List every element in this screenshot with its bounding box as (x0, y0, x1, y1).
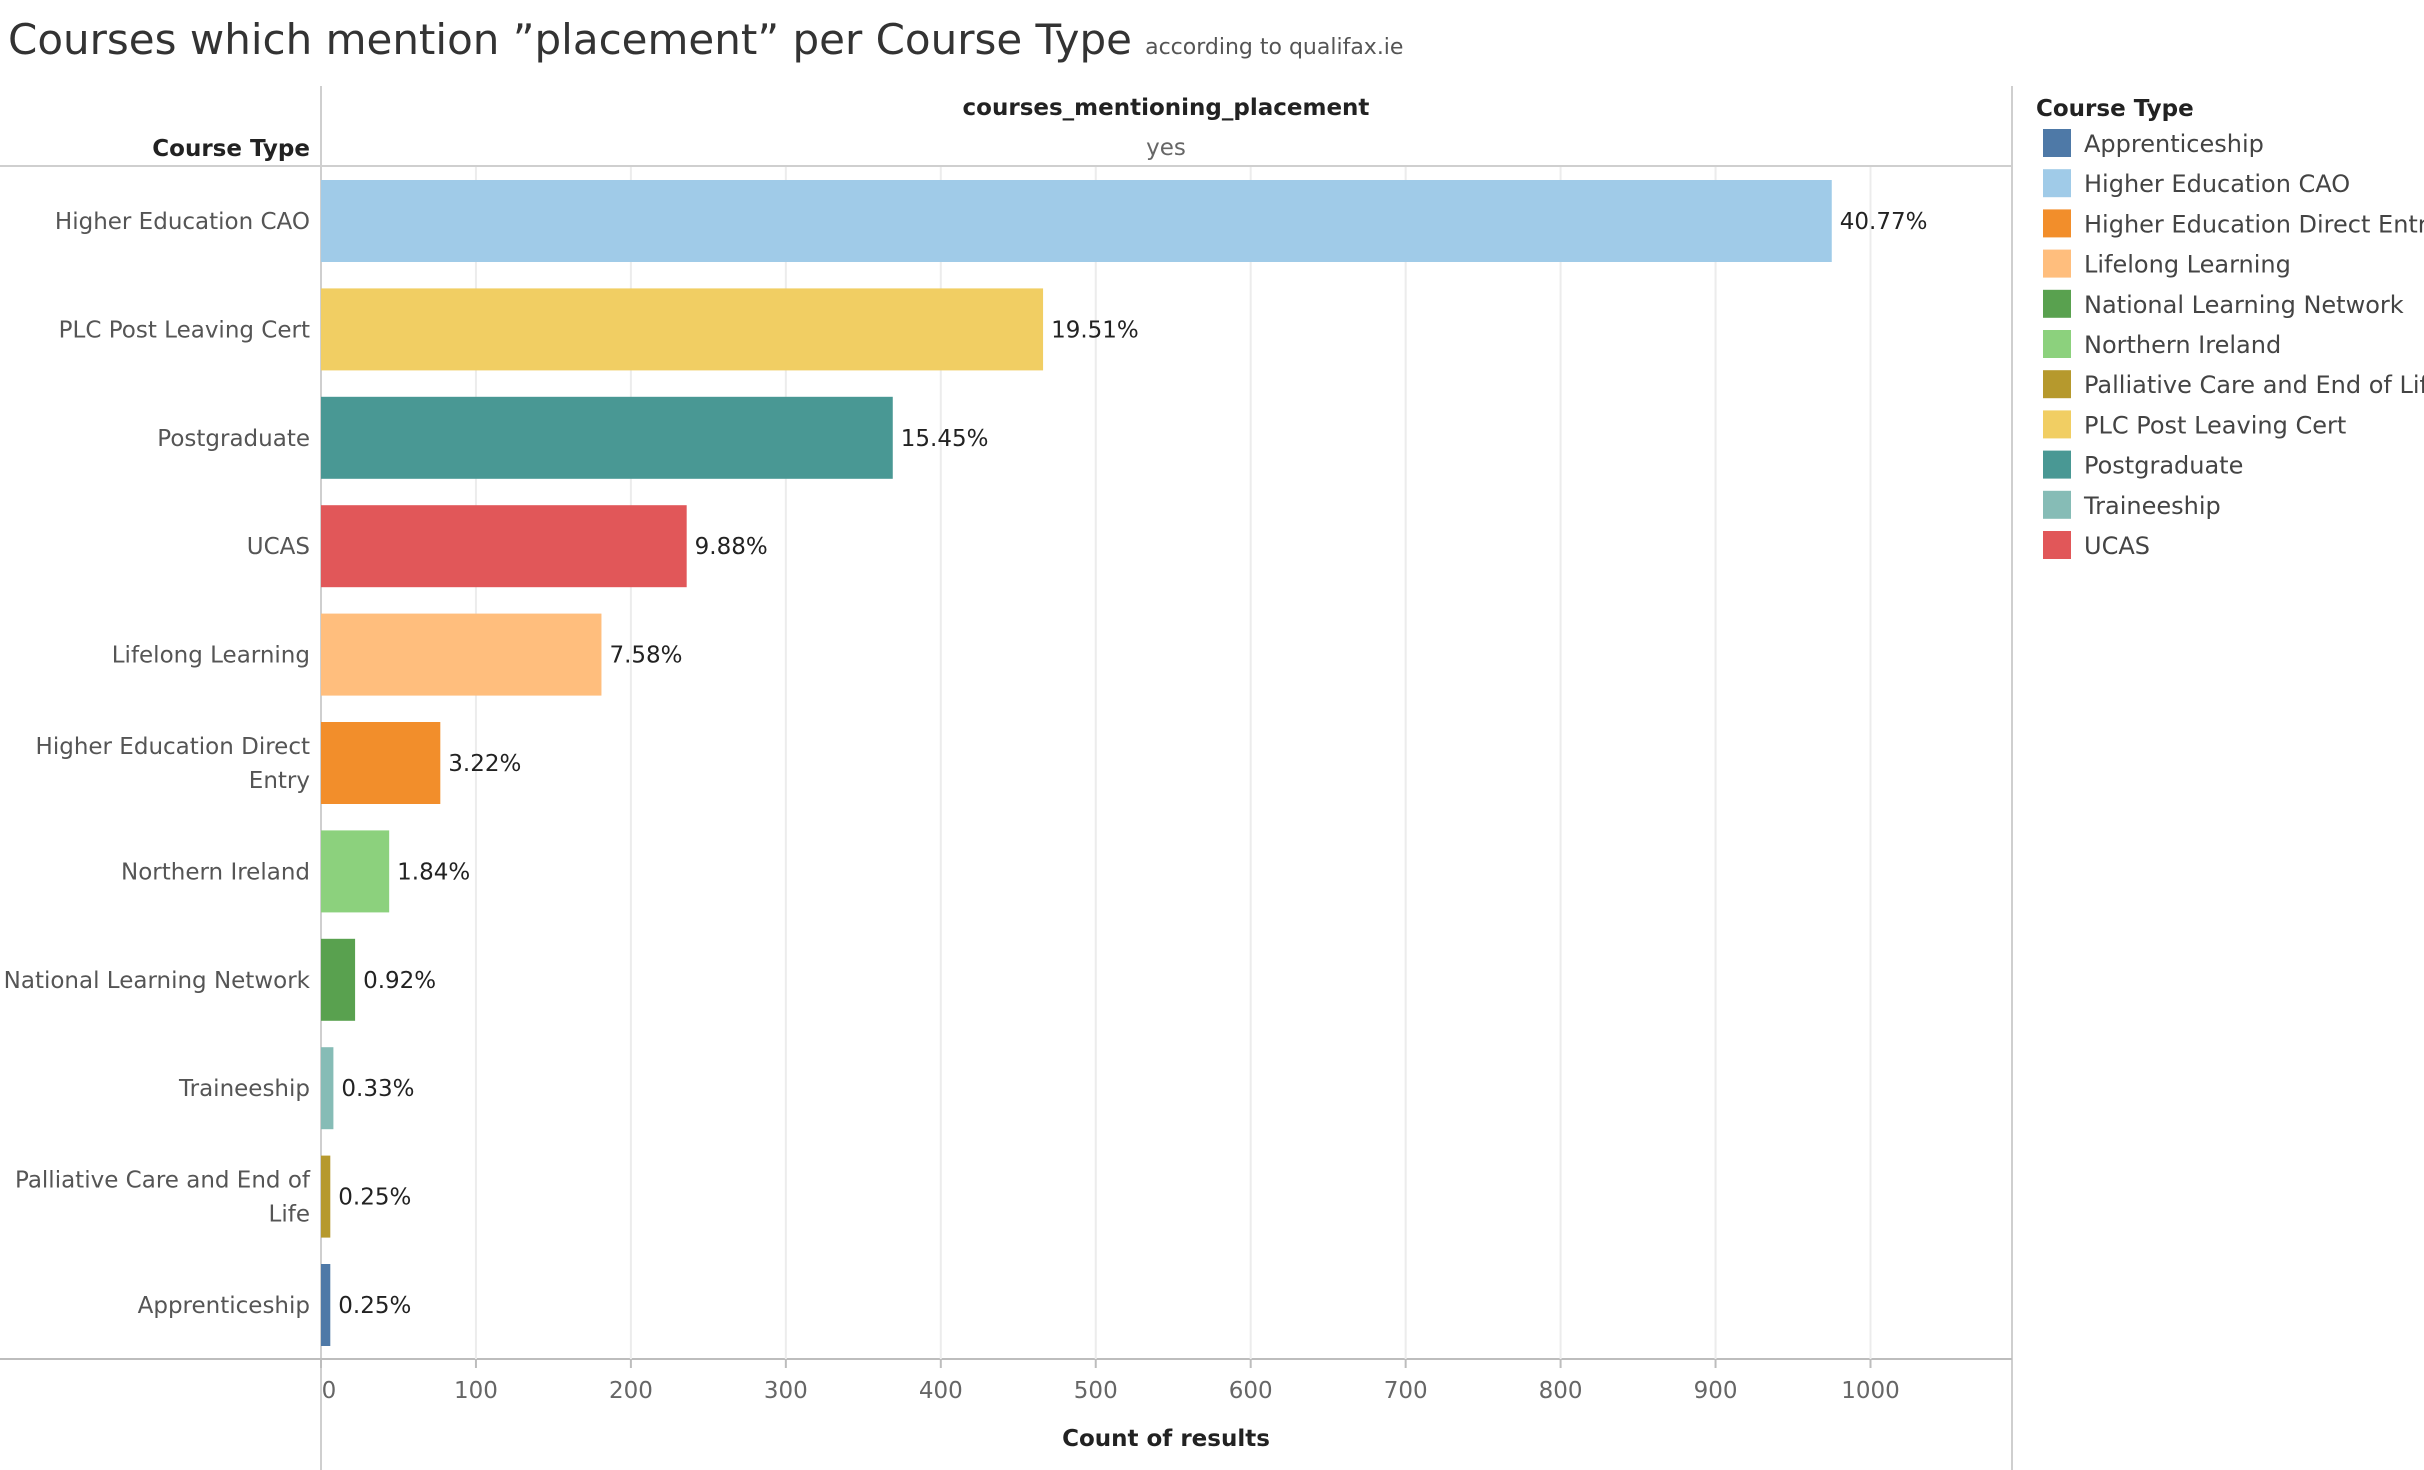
x-tick-label: 300 (764, 1378, 808, 1404)
category-labels: Higher Education CAO PLC Post Leaving Cer… (4, 209, 311, 1319)
bar-data-label: 19.51% (1051, 317, 1139, 343)
legend-swatch (2043, 249, 2071, 278)
x-tick-label: 900 (1694, 1378, 1738, 1404)
legend-item-label: UCAS (2084, 532, 2150, 560)
bar (321, 830, 390, 913)
bar (321, 1155, 331, 1238)
category-label: Life (269, 1202, 310, 1228)
chart-title: Courses which mention ”placement” per Co… (8, 15, 1403, 64)
x-tick-label: 600 (1229, 1378, 1273, 1404)
category-label: Higher Education CAO (55, 209, 310, 235)
category-label: Lifelong Learning (112, 643, 310, 669)
category-label: UCAS (247, 534, 310, 560)
legend-item-label: Higher Education CAO (2084, 170, 2350, 198)
legend-swatch (2043, 330, 2071, 358)
legend-swatch (2043, 450, 2071, 479)
bar (321, 396, 893, 479)
legend-item-label: National Learning Network (2084, 291, 2404, 319)
x-axis-title: Count of results (1062, 1426, 1270, 1452)
legend: Course Type Apprenticeship Higher Educati… (2036, 96, 2424, 560)
bar (321, 1047, 334, 1130)
title-main: Courses which mention ”placement” per Co… (8, 15, 1132, 64)
x-tick-label: 700 (1384, 1378, 1428, 1404)
legend-swatch (2043, 490, 2071, 519)
column-header: courses_mentioning_placement (963, 95, 1370, 121)
x-tick-label: 500 (1074, 1378, 1118, 1404)
x-tick-label: 0 (322, 1378, 337, 1404)
bar (321, 288, 1044, 371)
bar-data-label: 0.33% (341, 1076, 414, 1102)
title-subtitle: according to qualifax.ie (1145, 35, 1403, 60)
bar-data-label: 40.77% (1840, 209, 1928, 235)
column-value: yes (1146, 135, 1186, 161)
x-tick-label: 800 (1539, 1378, 1583, 1404)
bar-data-label: 0.92% (363, 968, 436, 994)
category-label: Entry (249, 768, 310, 794)
x-axis-ticks: 0 100 200 300 400 500 600 700 800 900 1000 (320, 1359, 1900, 1404)
bar-data-label: 1.84% (397, 859, 470, 885)
legend-swatch (2043, 209, 2071, 238)
legend-item-label: Palliative Care and End of Life (2084, 371, 2424, 399)
legend-swatch (2043, 410, 2071, 439)
bar (321, 613, 602, 696)
x-tick-label: 1000 (1841, 1378, 1900, 1404)
legend-swatch (2043, 289, 2071, 318)
x-tick-label: 100 (454, 1378, 498, 1404)
bar (321, 505, 687, 588)
category-label: Apprenticeship (138, 1293, 310, 1319)
legend-swatch (2043, 531, 2071, 559)
x-tick-label: 200 (609, 1378, 653, 1404)
legend-swatch (2043, 169, 2071, 198)
category-label: Postgraduate (157, 426, 310, 452)
category-label: National Learning Network (4, 968, 311, 994)
bar-data-label: 15.45% (901, 426, 989, 452)
bars: 40.77% 19.51% 15.45% 9.88% 7.58% 3.22% 1.84% 0.… (321, 180, 1927, 1346)
category-label: PLC Post Leaving Cert (59, 317, 310, 343)
category-label: Higher Education Direct (36, 734, 310, 760)
legend-title: Course Type (2036, 96, 2194, 122)
bar (321, 722, 441, 804)
bar (321, 1264, 331, 1346)
legend-item-label: Northern Ireland (2084, 331, 2281, 359)
legend-item-label: Higher Education Direct Entry (2084, 210, 2424, 238)
legend-swatch (2043, 370, 2071, 399)
bar-data-label: 7.58% (609, 643, 682, 669)
legend-item-label: PLC Post Leaving Cert (2084, 411, 2346, 439)
category-label: Traineeship (178, 1076, 310, 1102)
legend-item-label: Postgraduate (2084, 452, 2243, 480)
legend-swatch (2043, 129, 2071, 157)
category-label: Northern Ireland (121, 859, 310, 885)
bar (321, 180, 1832, 262)
row-header: Course Type (152, 136, 310, 162)
bar-data-label: 0.25% (338, 1293, 411, 1319)
bar-data-label: 0.25% (338, 1185, 411, 1211)
x-tick-label: 400 (919, 1378, 963, 1404)
legend-item-label: Lifelong Learning (2084, 251, 2291, 279)
bar (321, 938, 356, 1021)
legend-item-label: Traineeship (2083, 492, 2221, 520)
bar-data-label: 9.88% (695, 534, 768, 560)
legend-item-label: Apprenticeship (2084, 130, 2264, 158)
category-label: Palliative Care and End of (15, 1168, 311, 1194)
bar-data-label: 3.22% (448, 751, 521, 777)
